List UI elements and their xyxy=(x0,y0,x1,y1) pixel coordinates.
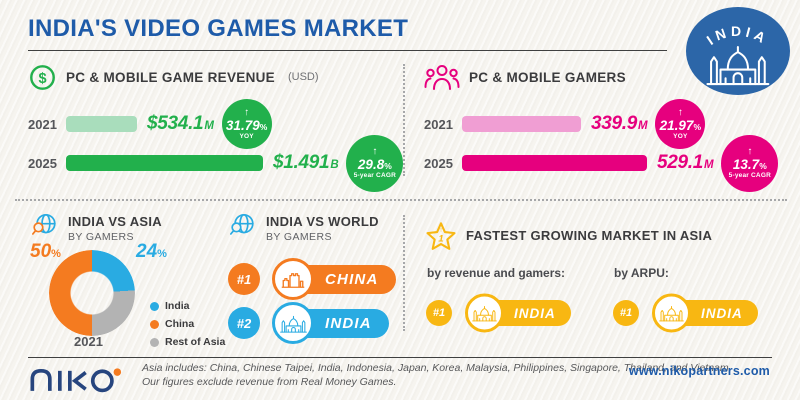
donut-year-label: 2021 xyxy=(74,334,103,349)
gamers-row-2021: 2021 339.9M ↑ 21.97% YOY xyxy=(424,98,706,150)
gamers-panel-title: PC & MOBILE GAMERS xyxy=(469,69,626,85)
india-vs-world-header: INDIA VS WORLD BY GAMERS xyxy=(228,212,398,243)
rank-row-india-arpu: #1 INDIA xyxy=(613,292,758,334)
growth-badge-cagr: ↑ 29.8% 5-year CAGR xyxy=(346,134,404,192)
niko-logo xyxy=(28,365,130,395)
revenue-value-2025: $1.491B xyxy=(273,152,339,173)
gamers-bar-2021 xyxy=(462,116,581,132)
year-label: 2025 xyxy=(28,155,57,171)
gamers-bar-2025 xyxy=(462,155,647,171)
great-wall-icon xyxy=(272,258,314,300)
rank-1-badge: #1 xyxy=(613,300,639,326)
gamers-row-2025: 2025 529.1M ↑ 13.7% 5-year CAGR xyxy=(424,134,779,192)
growth-badge-cagr: ↑ 13.7% 5-year CAGR xyxy=(721,134,779,192)
india-vs-asia-section: INDIA VS ASIA BY GAMERS 50% 24% 2021 Ind… xyxy=(30,212,226,352)
revenue-bar-2025 xyxy=(66,155,263,171)
india-vs-world-section: INDIA VS WORLD BY GAMERS #1 CHINA #2 xyxy=(228,212,398,352)
fastest-growing-header: ↑ 1 FASTEST GROWING MARKET IN ASIA xyxy=(424,220,790,253)
taj-mahal-icon xyxy=(652,293,691,333)
india-share-label: 24% xyxy=(136,241,167,262)
taj-mahal-icon xyxy=(465,293,504,333)
footnote-line-1: Asia includes: China, Chinese Taipei, In… xyxy=(142,362,729,374)
rank-1-badge: #1 xyxy=(426,300,452,326)
section-title: FASTEST GROWING MARKET IN ASIA xyxy=(466,228,713,243)
legend-dot xyxy=(150,301,159,311)
year-label: 2021 xyxy=(424,116,453,132)
footnote: Asia includes: China, Chinese Taipei, In… xyxy=(142,362,729,390)
legend-item-china: China xyxy=(150,318,225,330)
legend-item-india: India xyxy=(150,300,225,312)
revenue-bar-2021 xyxy=(66,116,137,132)
gamers-value-2025: 529.1M xyxy=(657,152,714,173)
legend-dot xyxy=(150,319,159,329)
rank-row-india: #2 INDIA xyxy=(228,302,389,344)
growth-caption: 5-year CAGR xyxy=(728,172,771,179)
rank-row-china: #1 CHINA xyxy=(228,258,396,300)
star-award-icon: ↑ 1 xyxy=(426,222,456,250)
caption-arpu: by ARPU: xyxy=(614,266,669,280)
fastest-growing-section: ↑ 1 FASTEST GROWING MARKET IN ASIA by re… xyxy=(424,212,790,352)
up-arrow-icon: ↑ xyxy=(747,145,753,157)
year-label: 2021 xyxy=(28,116,57,132)
growth-badge-yoy: ↑ 21.97% YOY xyxy=(655,99,706,149)
divider-horizontal xyxy=(15,199,787,201)
up-arrow-icon: ↑ xyxy=(677,106,683,118)
up-arrow-icon: ↑ xyxy=(244,106,250,118)
legend-dot xyxy=(150,337,159,347)
rank-2-badge: #2 xyxy=(228,307,260,339)
globe-icon xyxy=(230,213,254,235)
caption-revenue-gamers: by revenue and gamers: xyxy=(427,266,566,280)
india-badge-graphic: INDIA xyxy=(686,7,790,95)
rank-1-badge: #1 xyxy=(228,263,260,295)
section-subtitle: BY GAMERS xyxy=(266,231,332,243)
gamers-group-icon xyxy=(424,65,460,90)
globe-search-icon xyxy=(32,213,56,235)
footer-divider xyxy=(28,357,772,358)
svg-text:$: $ xyxy=(38,70,46,86)
revenue-panel-header: $ PC & MOBILE GAME REVENUE (USD) xyxy=(28,62,398,92)
svg-text:↑: ↑ xyxy=(439,227,442,234)
revenue-row-2021: 2021 $534.1M ↑ 31.79% YOY xyxy=(28,98,272,150)
revenue-value-2021: $534.1M xyxy=(147,113,214,134)
gamers-panel-header: PC & MOBILE GAMERS xyxy=(424,62,790,92)
growth-caption: YOY xyxy=(673,133,688,140)
growth-badge-yoy: ↑ 31.79% YOY xyxy=(221,99,272,149)
section-title: INDIA VS WORLD xyxy=(266,214,379,229)
china-share-label: 50% xyxy=(30,241,61,262)
footnote-line-2: Our figures exclude revenue from Real Mo… xyxy=(142,375,397,388)
divider-vertical-bottom xyxy=(403,215,405,331)
gamers-panel: PC & MOBILE GAMERS 2021 339.9M ↑ 21.97% … xyxy=(424,62,790,200)
divider-vertical-top xyxy=(403,64,405,176)
svg-text:1: 1 xyxy=(438,234,443,245)
india-badge: INDIA xyxy=(684,5,792,97)
year-label: 2025 xyxy=(424,155,453,171)
taj-mahal-icon xyxy=(706,46,770,86)
growth-caption: YOY xyxy=(239,133,254,140)
section-title: INDIA VS ASIA xyxy=(68,214,162,229)
page-title: INDIA'S VIDEO GAMES MARKET xyxy=(28,15,409,42)
section-subtitle: BY GAMERS xyxy=(68,231,134,243)
revenue-panel-title: PC & MOBILE GAME REVENUE xyxy=(66,69,275,85)
taj-mahal-icon xyxy=(272,302,314,344)
donut-chart xyxy=(49,250,135,336)
growth-caption: 5-year CAGR xyxy=(353,172,396,179)
dollar-coin-icon: $ xyxy=(30,64,55,90)
donut-legend: India China Rest of Asia xyxy=(150,300,225,348)
india-vs-asia-header: INDIA VS ASIA BY GAMERS xyxy=(30,212,226,243)
legend-item-rest-of-asia: Rest of Asia xyxy=(150,336,225,348)
rank-row-india-revenue: #1 INDIA xyxy=(426,292,571,334)
up-arrow-icon: ↑ xyxy=(372,145,378,157)
revenue-panel: $ PC & MOBILE GAME REVENUE (USD) 2021 $5… xyxy=(28,62,404,200)
gamers-value-2021: 339.9M xyxy=(591,113,648,134)
revenue-panel-unit: (USD) xyxy=(287,71,319,83)
website-link[interactable]: www.nikopartners.com xyxy=(628,364,770,378)
revenue-row-2025: 2025 $1.491B ↑ 29.8% 5-year CAGR xyxy=(28,134,404,192)
title-underline xyxy=(28,50,667,51)
